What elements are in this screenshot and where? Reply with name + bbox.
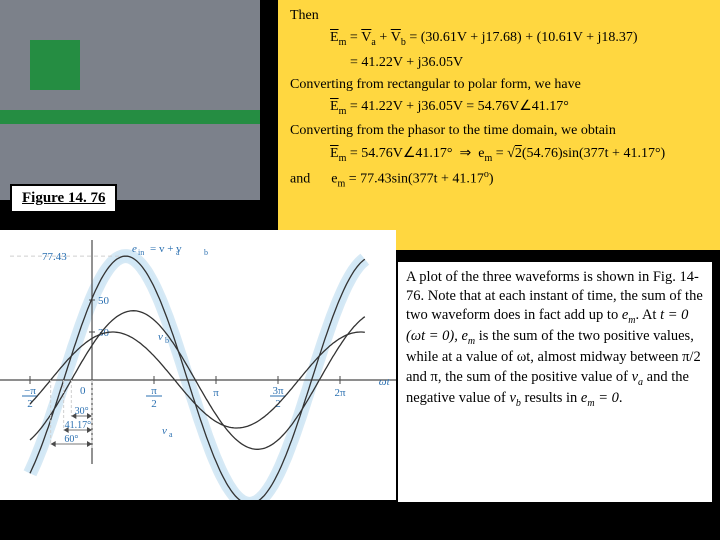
svg-text:v: v xyxy=(162,425,167,437)
svg-text:ωt: ωt xyxy=(379,376,391,388)
figure-label-box: Figure 14. 76 xyxy=(10,184,117,213)
svg-text:a: a xyxy=(169,430,173,439)
svg-text:30°: 30° xyxy=(75,406,89,417)
math-eq2: = 41.22V + j36.05V xyxy=(350,53,708,73)
explanation-text: A plot of the three waveforms is shown i… xyxy=(406,269,703,406)
svg-text:−π: −π xyxy=(24,385,36,397)
svg-text:2: 2 xyxy=(151,398,157,410)
svg-text:v: v xyxy=(158,331,163,343)
figure-label-text: Figure 14. 76 xyxy=(22,190,105,206)
svg-text:0: 0 xyxy=(80,385,86,397)
footer-mid: Boylestad xyxy=(400,522,453,536)
svg-text:a: a xyxy=(176,248,180,257)
svg-text:77.43: 77.43 xyxy=(42,251,67,263)
svg-text:41.17°: 41.17° xyxy=(65,420,92,431)
footer-right: 21 xyxy=(699,522,712,536)
math-eq3: Em = 41.22V + j36.05V = 54.76V∠41.17° xyxy=(330,97,708,119)
svg-text:e: e xyxy=(132,243,137,255)
svg-text:2π: 2π xyxy=(334,387,346,399)
waveform-chart: 77.4330500−π2π2π3π22πωtein = v + vabvbva… xyxy=(0,230,396,500)
math-panel: Then Em = Va + Vb = (30.61V + j17.68) + … xyxy=(278,0,720,250)
svg-text:b: b xyxy=(204,248,208,257)
math-conv1: Converting from rectangular to polar for… xyxy=(290,75,708,95)
explanation-box: A plot of the three waveforms is shown i… xyxy=(396,260,714,504)
svg-text:π: π xyxy=(213,387,219,399)
svg-text:in: in xyxy=(138,248,144,257)
math-eq1: Em = Va + Vb = (30.61V + j17.68) + (10.6… xyxy=(330,28,708,50)
svg-text:60°: 60° xyxy=(64,434,78,445)
math-conv2: Converting from the phasor to the time d… xyxy=(290,121,708,141)
footer-left: ET 242 Circuit Analysis II – Phasors xyxy=(40,524,215,536)
svg-text:b: b xyxy=(165,336,169,345)
background-decoration xyxy=(0,0,260,200)
svg-text:π: π xyxy=(151,385,157,397)
math-eq4: Em = 54.76V∠41.17° ⇒ em = √2(54.76)sin(3… xyxy=(330,144,708,166)
math-then: Then xyxy=(290,6,708,26)
svg-text:50: 50 xyxy=(98,295,110,307)
math-eq5: and em = 77.43sin(377t + 41.17o) xyxy=(290,168,708,192)
svg-text:3π: 3π xyxy=(272,385,284,397)
